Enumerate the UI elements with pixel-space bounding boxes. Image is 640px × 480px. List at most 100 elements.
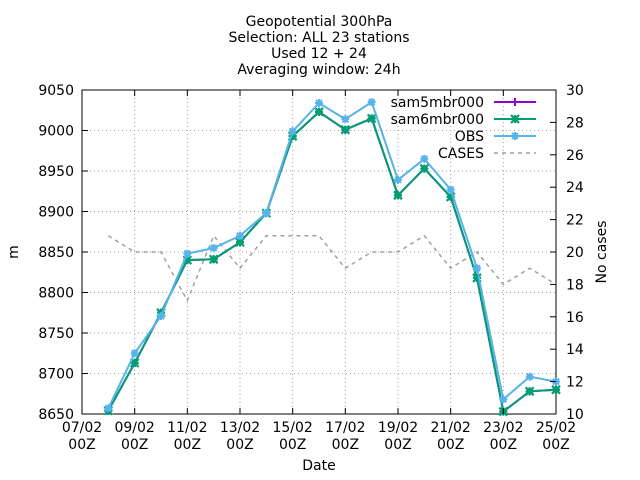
x-tick-label: 19/02 — [378, 420, 418, 436]
legend-label: OBS — [455, 129, 484, 145]
x-tick-label-hour: 00Z — [68, 437, 95, 453]
series-line — [107, 234, 557, 303]
y-tick-label: 9000 — [38, 124, 74, 140]
data-point-core — [158, 313, 164, 319]
data-point — [366, 113, 377, 124]
y2-tick-label: 18 — [566, 277, 584, 293]
x-tick-label-hour: 00Z — [542, 437, 569, 453]
series-CASES — [107, 234, 557, 303]
data-point — [208, 254, 219, 265]
data-point — [182, 255, 193, 265]
x-axis-label: Date — [302, 458, 335, 474]
series-OBS — [104, 98, 560, 413]
legend-label: CASES — [438, 146, 484, 162]
x-tick-label: 15/02 — [272, 420, 312, 436]
x-tick-label: 13/02 — [220, 420, 260, 436]
y2-tick-label: 24 — [566, 180, 584, 196]
y-tick-label: 8900 — [38, 205, 74, 221]
title-line: Used 12 + 24 — [271, 46, 367, 62]
y2-tick-label: 16 — [566, 310, 584, 326]
x-tick-label-hour: 00Z — [279, 437, 306, 453]
data-point — [235, 237, 245, 248]
x-tick-label: 23/02 — [483, 420, 523, 436]
grid — [82, 90, 556, 414]
legend-item: sam5mbr000 — [391, 95, 536, 111]
data-point — [445, 192, 456, 202]
legend-item: OBS — [455, 129, 536, 145]
data-point-core — [237, 233, 243, 239]
series-line — [107, 110, 557, 414]
y-axis-label: m — [6, 245, 22, 259]
data-point — [129, 358, 140, 368]
data-point-core — [105, 405, 111, 411]
data-point — [393, 190, 403, 201]
y-tick-label: 8800 — [38, 286, 74, 302]
data-point — [340, 124, 351, 135]
data-point-core — [527, 374, 533, 380]
title-line: Geopotential 300hPa — [246, 14, 393, 30]
series-sam5mbr000 — [104, 107, 560, 416]
data-point-core — [263, 210, 269, 216]
legend-item: CASES — [438, 146, 536, 162]
data-point-core — [448, 187, 454, 193]
title-line: Averaging window: 24h — [237, 62, 400, 78]
x-tick-label-hour: 00Z — [332, 437, 359, 453]
data-point-core — [395, 177, 401, 183]
x-tick-label: 07/02 — [62, 420, 102, 436]
y-tick-label: 8650 — [38, 407, 74, 423]
data-point — [314, 107, 324, 117]
series-lines — [103, 98, 561, 417]
legend-marker-core — [512, 133, 518, 139]
y2-tick-label: 28 — [566, 115, 584, 131]
y2-tick-label: 30 — [566, 83, 584, 99]
x-tick-label: 17/02 — [325, 420, 365, 436]
y-tick-label: 9050 — [38, 83, 74, 99]
axis-ticks: 8650 8700 8750 8800 8850 8900 8950 9000 9050 10 12… — [38, 83, 584, 453]
series-sam6mbr000 — [103, 107, 561, 417]
y2-axis-label: No cases — [594, 221, 610, 284]
legend-item: sam6mbr000 — [391, 112, 536, 128]
y2-tick-label: 26 — [566, 148, 584, 164]
y-tick-label: 8750 — [38, 326, 74, 342]
y-tick-label: 8700 — [38, 367, 74, 383]
data-point-core — [184, 251, 190, 257]
data-point-core — [132, 350, 138, 356]
series-line — [107, 100, 557, 409]
data-point-core — [290, 128, 296, 134]
x-tick-label-hour: 00Z — [437, 437, 464, 453]
legend-marker — [510, 114, 520, 124]
x-tick-label-hour: 00Z — [121, 437, 148, 453]
y2-tick-label: 14 — [566, 342, 584, 358]
data-point — [472, 273, 482, 283]
data-point — [551, 384, 561, 395]
x-tick-label-hour: 00Z — [174, 437, 201, 453]
data-point-core — [369, 99, 375, 105]
data-point — [287, 131, 298, 141]
y-tick-label: 8850 — [38, 245, 74, 261]
legend-marker — [511, 98, 519, 106]
y2-tick-label: 12 — [566, 375, 584, 391]
data-point-core — [316, 100, 322, 106]
series-line — [107, 110, 557, 414]
data-point-core — [421, 156, 427, 162]
x-tick-label-hour: 00Z — [490, 437, 517, 453]
x-tick-label-hour: 00Z — [384, 437, 411, 453]
x-tick-label: 25/02 — [536, 420, 576, 436]
y2-tick-label: 20 — [566, 245, 584, 261]
y2-tick-label: 22 — [566, 213, 584, 229]
title-line: Selection: ALL 23 stations — [228, 30, 409, 46]
legend-label: sam5mbr000 — [391, 95, 484, 111]
data-point-core — [211, 245, 217, 251]
data-point-core — [474, 265, 480, 271]
x-tick-label: 09/02 — [114, 420, 154, 436]
x-tick-label: 11/02 — [167, 420, 207, 436]
data-point — [524, 386, 535, 397]
x-tick-label: 21/02 — [430, 420, 470, 436]
data-point — [419, 163, 430, 174]
x-tick-label-hour: 00Z — [226, 437, 253, 453]
y-tick-label: 8950 — [38, 164, 74, 180]
data-point-core — [500, 396, 506, 402]
